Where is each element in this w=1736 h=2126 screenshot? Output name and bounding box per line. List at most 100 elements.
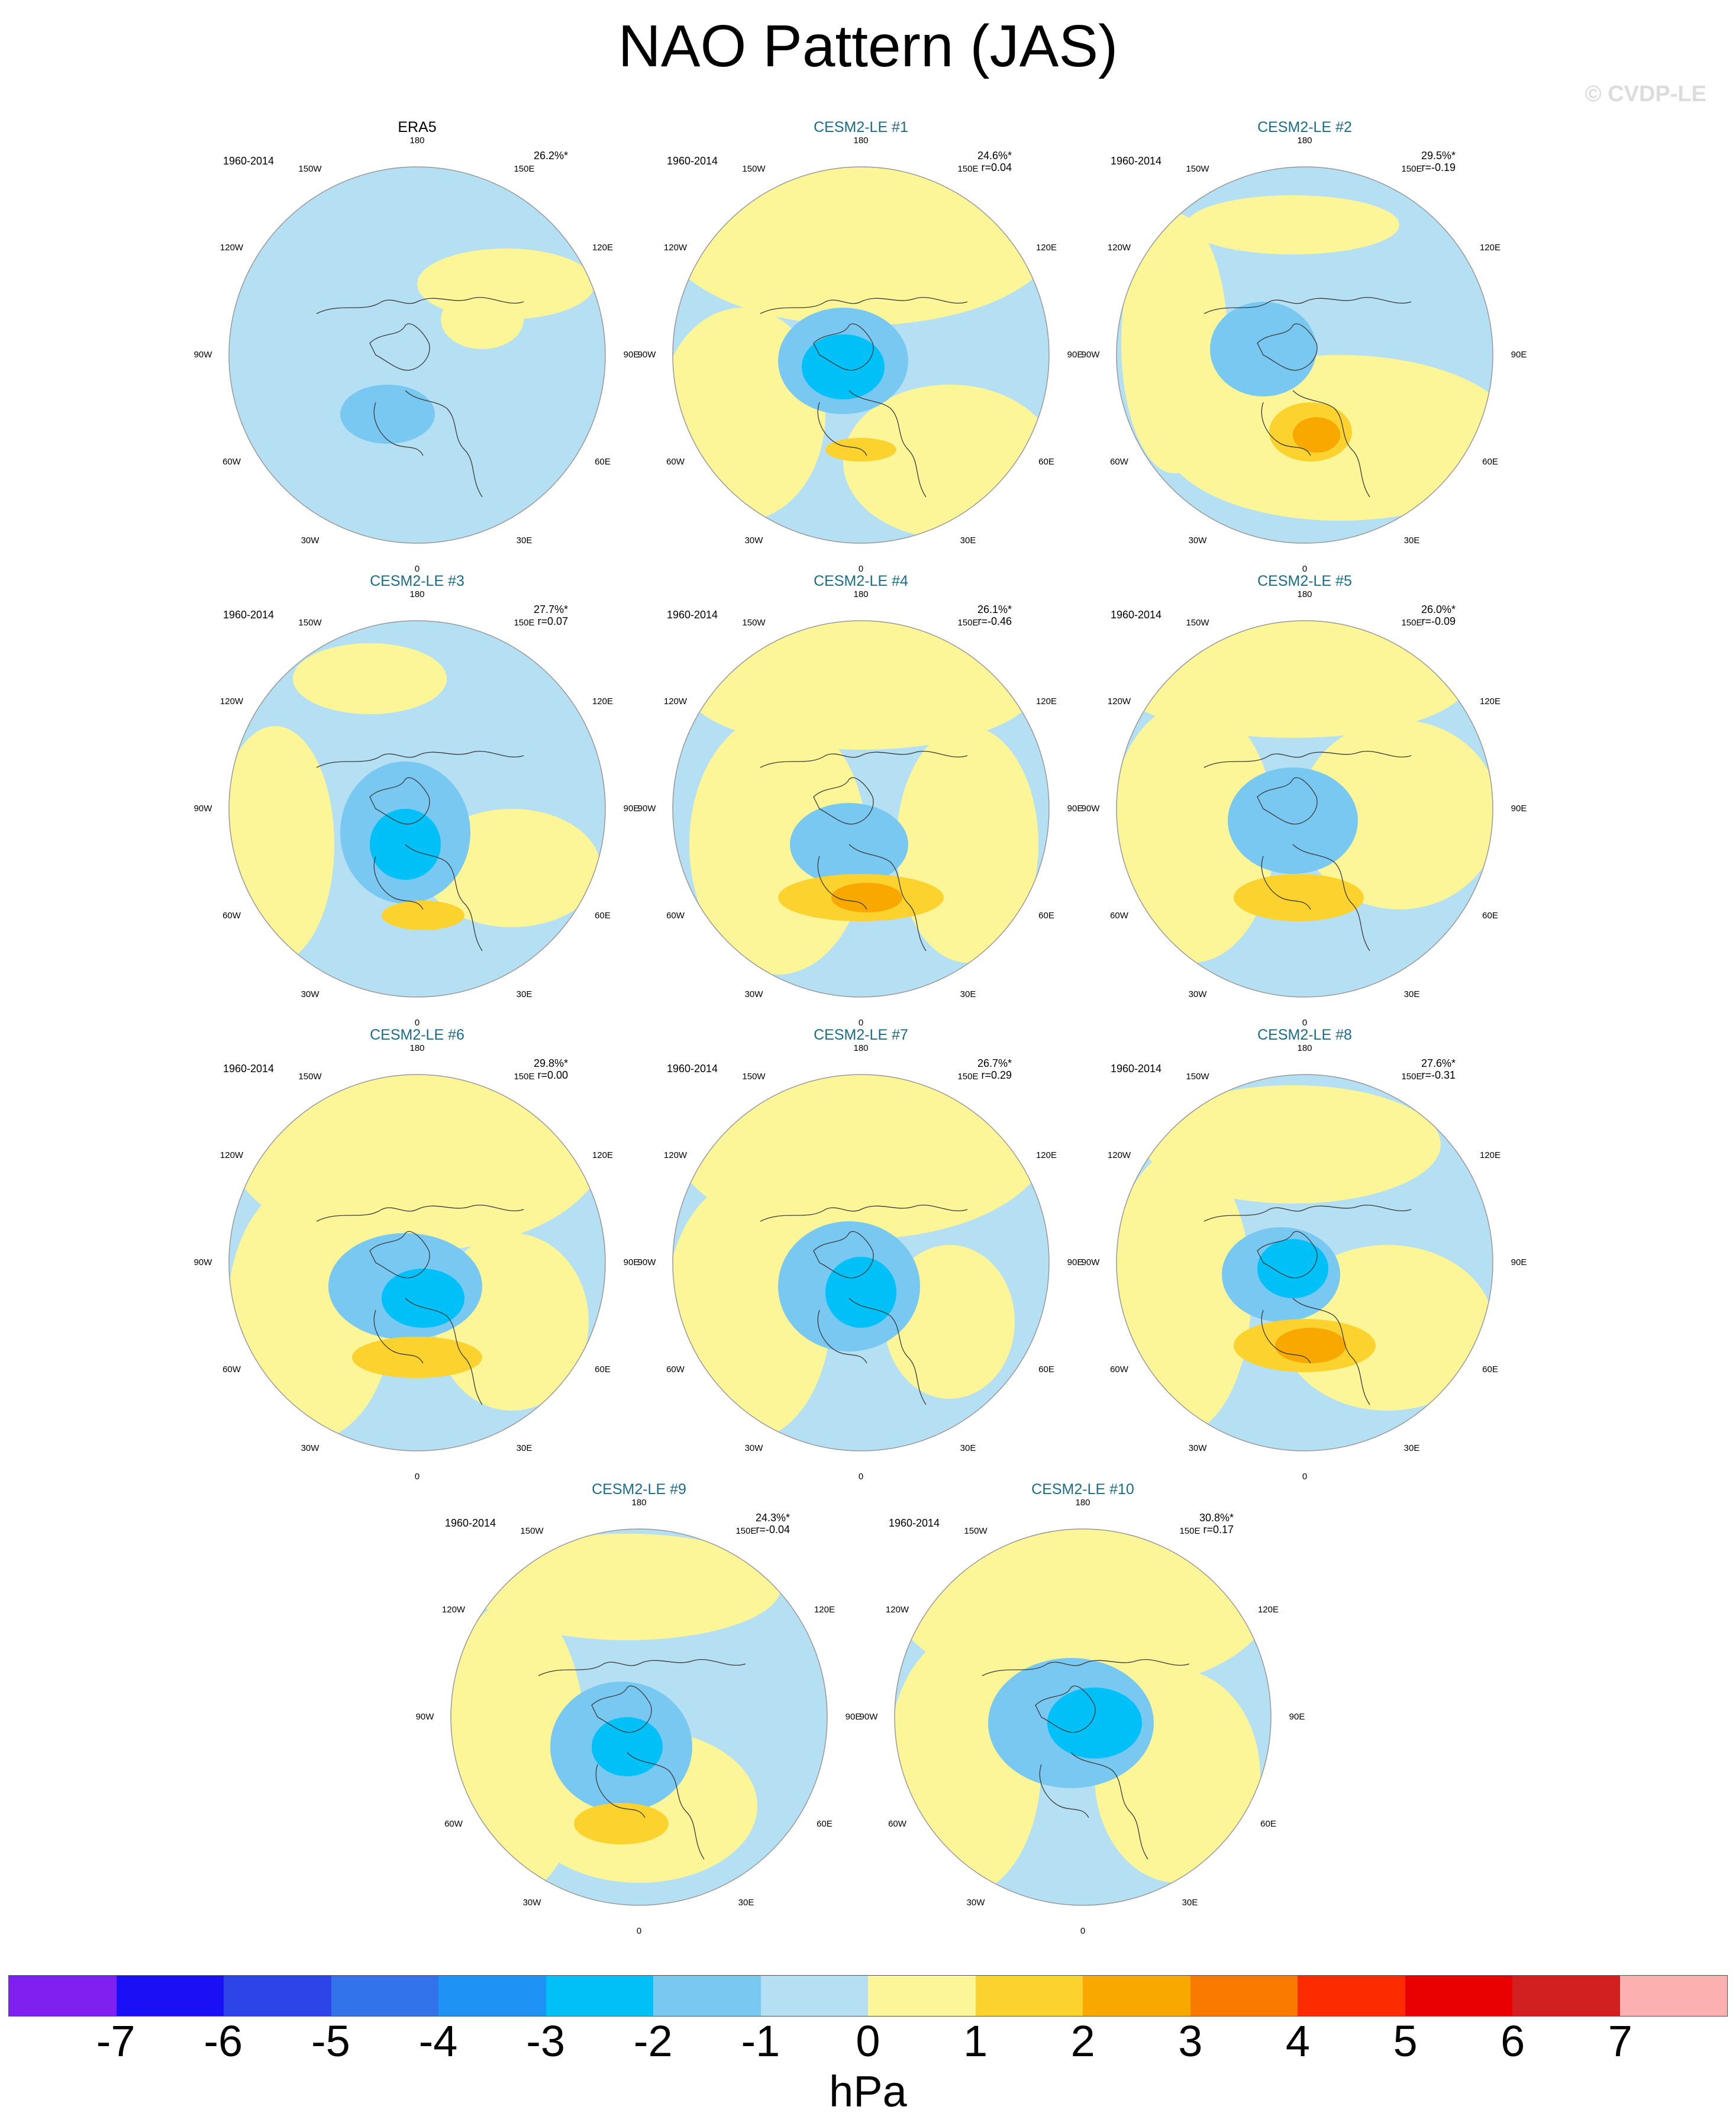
period-label: 1960-2014	[888, 1517, 940, 1529]
panel-title: CESM2-LE #5	[1257, 573, 1352, 589]
longitude-label: 120W	[220, 243, 244, 253]
coastline	[760, 750, 968, 951]
map-panel: CESM2-LE #6 1960-2014 29.8%* r=0.00 180 150E 1…	[194, 1026, 640, 1482]
period-label: 1960-2014	[1110, 609, 1162, 621]
longitude-label: 0	[858, 564, 864, 574]
longitude-label: 150E	[1401, 618, 1422, 628]
longitude-label: 90W	[193, 350, 212, 360]
longitude-label: 180	[853, 589, 869, 599]
map-panel: CESM2-LE #4 1960-2014 26.1%* r=-0.46 180 150E…	[638, 572, 1083, 1028]
coastline	[760, 1204, 968, 1405]
colorbar-tick-label: -4	[418, 2017, 458, 2066]
longitude-label: 150W	[1186, 1072, 1209, 1082]
figure-title: NAO Pattern (JAS)	[618, 13, 1118, 79]
colorbar-swatch	[868, 1976, 976, 2016]
longitude-label: 150E	[957, 618, 979, 628]
longitude-label: 120E	[1479, 1150, 1501, 1160]
variance-value: 24.3%*	[755, 1512, 790, 1524]
map-panel: CESM2-LE #2 1960-2014 29.5%* r=-0.19 180 150E…	[1082, 118, 1527, 574]
longitude-label: 60W	[888, 1819, 906, 1829]
longitude-label: 120E	[1035, 1150, 1057, 1160]
longitude-label: 90W	[193, 1257, 212, 1267]
correlation-value: r=-0.46	[977, 615, 1012, 627]
longitude-label: 60W	[1110, 1364, 1128, 1375]
longitude-label: 90E	[1511, 804, 1527, 814]
panel-title: CESM2-LE #8	[1257, 1027, 1352, 1043]
longitude-label: 30W	[744, 989, 763, 999]
explained-variance: 26.7%* r=0.29	[953, 1057, 1012, 1081]
panel-title: CESM2-LE #6	[370, 1027, 464, 1043]
longitude-label: 30W	[522, 1897, 541, 1908]
coastline	[316, 296, 524, 498]
longitude-label: 0	[1080, 1926, 1086, 1936]
longitude-label: 150E	[514, 618, 535, 628]
anomaly-contour	[1228, 767, 1358, 874]
panel-title: CESM2-LE #9	[592, 1481, 686, 1498]
colorbar-swatch	[1083, 1976, 1190, 2016]
watermark: © CVDP-LE	[1585, 82, 1706, 107]
explained-variance: 29.8%* r=0.00	[509, 1057, 568, 1081]
correlation-value: r=0.00	[537, 1069, 568, 1081]
colorbar-tick-label: 2	[1070, 2017, 1095, 2066]
period-label: 1960-2014	[1110, 155, 1162, 167]
longitude-label: 60W	[666, 457, 685, 467]
map-outline	[894, 1528, 1272, 1906]
colorbar-tick-label: 6	[1501, 2017, 1525, 2066]
colorbar	[8, 1975, 1728, 2017]
map-panel: CESM2-LE #7 1960-2014 26.7%* r=0.29 180 150E 1…	[638, 1026, 1083, 1482]
longitude-label: 60E	[817, 1819, 832, 1829]
map-outline	[1116, 620, 1493, 998]
longitude-label: 60E	[1482, 911, 1498, 921]
map-outline	[1116, 166, 1493, 544]
longitude-label: 120W	[885, 1605, 909, 1615]
longitude-label: 180	[409, 136, 425, 146]
colorbar-tick-label: 0	[856, 2017, 880, 2066]
longitude-label: 30E	[516, 989, 533, 999]
correlation-value: r=-0.09	[1421, 615, 1456, 627]
longitude-label: 180	[631, 1498, 647, 1508]
longitude-label: 120W	[663, 243, 688, 253]
longitude-label: 120E	[592, 243, 614, 253]
longitude-label: 90W	[1081, 804, 1100, 814]
longitude-label: 120W	[1107, 1150, 1131, 1160]
panel-title: CESM2-LE #10	[1031, 1481, 1134, 1498]
longitude-label: 60E	[595, 457, 611, 467]
longitude-label: 0	[858, 1472, 864, 1482]
longitude-label: 120W	[663, 1150, 688, 1160]
coastline	[316, 1204, 524, 1405]
longitude-label: 60W	[1110, 457, 1128, 467]
explained-variance: 27.7%* r=0.07	[509, 604, 568, 627]
longitude-label: 0	[636, 1926, 642, 1936]
map-panel: CESM2-LE #1 1960-2014 24.6%* r=0.04 180 150E 1…	[638, 118, 1083, 574]
map-outline	[228, 166, 606, 544]
map-outline	[672, 620, 1050, 998]
panel-title: CESM2-LE #4	[814, 573, 908, 589]
longitude-label: 150W	[742, 164, 766, 175]
anomaly-contour	[229, 1180, 393, 1440]
longitude-label: 30W	[1188, 989, 1207, 999]
colorbar-swatch	[1619, 1976, 1727, 2016]
longitude-label: 30E	[516, 535, 533, 546]
colorbar-tick-label: 3	[1178, 2017, 1203, 2066]
longitude-label: 60W	[222, 457, 241, 467]
polar-map	[672, 1074, 1050, 1451]
anomaly-contour	[293, 643, 447, 714]
longitude-label: 120W	[1107, 243, 1131, 253]
anomaly-contour	[802, 334, 885, 399]
variance-value: 27.6%*	[1421, 1057, 1456, 1069]
explained-variance: 24.3%* r=-0.04	[731, 1512, 790, 1535]
longitude-label: 90E	[1511, 350, 1527, 360]
polar-map	[450, 1528, 828, 1906]
longitude-label: 30W	[301, 535, 320, 546]
longitude-label: 90E	[623, 1257, 640, 1267]
polar-map	[894, 1528, 1272, 1906]
longitude-label: 30E	[516, 1443, 533, 1453]
anomaly-contour	[1186, 195, 1399, 254]
longitude-label: 120W	[441, 1605, 466, 1615]
colorbar-swatch	[331, 1976, 438, 2016]
longitude-label: 180	[853, 136, 869, 146]
longitude-label: 180	[1297, 1043, 1312, 1053]
longitude-label: 90W	[1081, 1257, 1100, 1267]
longitude-label: 120W	[663, 696, 688, 706]
map-panel: ERA5 1960-2014 26.2%* 180 150E 120E 90E 60E 30E 0…	[194, 118, 640, 574]
